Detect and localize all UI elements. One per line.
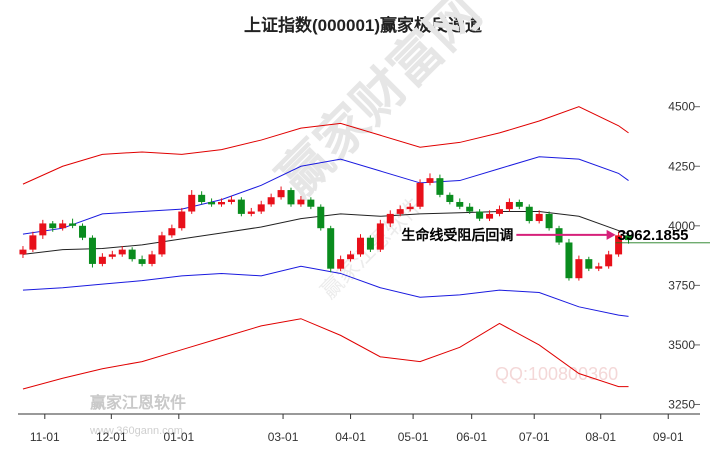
candle-body (436, 178, 444, 195)
y-tick-label: 4250 (668, 159, 695, 173)
watermark: 赢家江恩软件 (90, 393, 186, 412)
channel-line (22, 265, 629, 317)
candle-body (257, 204, 265, 212)
candle-body (406, 206, 414, 210)
y-tick-label: 3500 (668, 338, 695, 352)
candle-body (59, 223, 67, 229)
y-tick-label: 3750 (668, 278, 695, 292)
candle-body (148, 254, 156, 264)
x-tick-label: 09-01 (653, 430, 684, 444)
candle-body (79, 225, 87, 238)
candle-body (446, 194, 454, 202)
candle-body (19, 249, 27, 255)
candle-body (317, 206, 325, 229)
chart-title: 上证指数(000001)赢家极反通道 (244, 15, 482, 35)
channel-line (22, 318, 629, 390)
y-tick-label: 4000 (668, 219, 695, 233)
candle-body (198, 194, 206, 202)
candle-body (466, 206, 474, 212)
candle-body (98, 256, 106, 264)
candle-body (267, 197, 275, 205)
x-tick-label: 05-01 (398, 430, 429, 444)
candle-body (416, 182, 424, 207)
candle-body (476, 211, 484, 219)
candle-body (208, 201, 216, 205)
candle-body (356, 237, 364, 255)
channel-line (22, 156, 629, 235)
x-tick-label: 01-01 (163, 430, 194, 444)
candle-body (376, 223, 384, 250)
candle-body (69, 223, 77, 226)
candle-body (605, 254, 613, 267)
candle-body (218, 201, 226, 205)
candle-body (366, 237, 374, 250)
candle-body (515, 201, 523, 207)
candle-body (118, 249, 126, 255)
candle-body (456, 201, 464, 207)
candle-body (505, 201, 513, 210)
candle-body (495, 209, 503, 214)
candle-body (108, 254, 116, 257)
x-tick-label: 04-01 (335, 430, 366, 444)
x-tick-label: 03-01 (268, 430, 299, 444)
candle-body (168, 228, 176, 236)
candle-body (158, 235, 166, 255)
candle-body (128, 249, 136, 260)
candle-body (227, 199, 235, 202)
x-tick-label: 11-01 (30, 430, 60, 444)
price-label: 3962.1855 (618, 227, 689, 244)
candle-body (327, 228, 335, 269)
candle-body (386, 213, 394, 224)
watermark: www.360gann.com (89, 425, 183, 437)
candle-body (426, 178, 434, 183)
candle-body (486, 213, 494, 219)
candle-body (337, 259, 345, 269)
candle-body (615, 235, 623, 255)
candle-body (39, 223, 47, 236)
candle-body (237, 199, 245, 214)
candle-body (525, 206, 533, 222)
watermark: QQ:100800360 (495, 364, 618, 384)
y-tick-label: 4500 (668, 100, 695, 114)
candle-body (595, 266, 603, 269)
candle-body (575, 259, 583, 279)
candle-body (297, 199, 305, 205)
candle-body (277, 190, 285, 198)
candle-body (49, 223, 57, 229)
annotation-arrowhead (606, 229, 616, 240)
candle-body (138, 259, 146, 264)
candle-body (396, 209, 404, 214)
candle-body (545, 213, 553, 229)
x-tick-label: 07-01 (519, 430, 550, 444)
candle-body (307, 199, 315, 207)
candle-body (585, 259, 593, 269)
candle-body (535, 213, 543, 222)
candle-body (347, 254, 355, 260)
annotation-text: 生命线受阻后回调 (401, 227, 513, 243)
channel-line (22, 106, 629, 185)
candle-body (625, 235, 633, 241)
candle-body (88, 237, 96, 264)
channel-line (22, 211, 629, 255)
x-tick-label: 06-01 (456, 430, 487, 444)
x-tick-label: 08-01 (585, 430, 616, 444)
x-tick-label: 12-01 (96, 430, 127, 444)
candle-body (287, 190, 295, 205)
candle-body (29, 235, 37, 250)
candle-body (565, 242, 573, 279)
y-tick-label: 3250 (668, 397, 695, 411)
candle-body (188, 194, 196, 212)
candle-body (178, 211, 186, 229)
candle-body (247, 211, 255, 214)
